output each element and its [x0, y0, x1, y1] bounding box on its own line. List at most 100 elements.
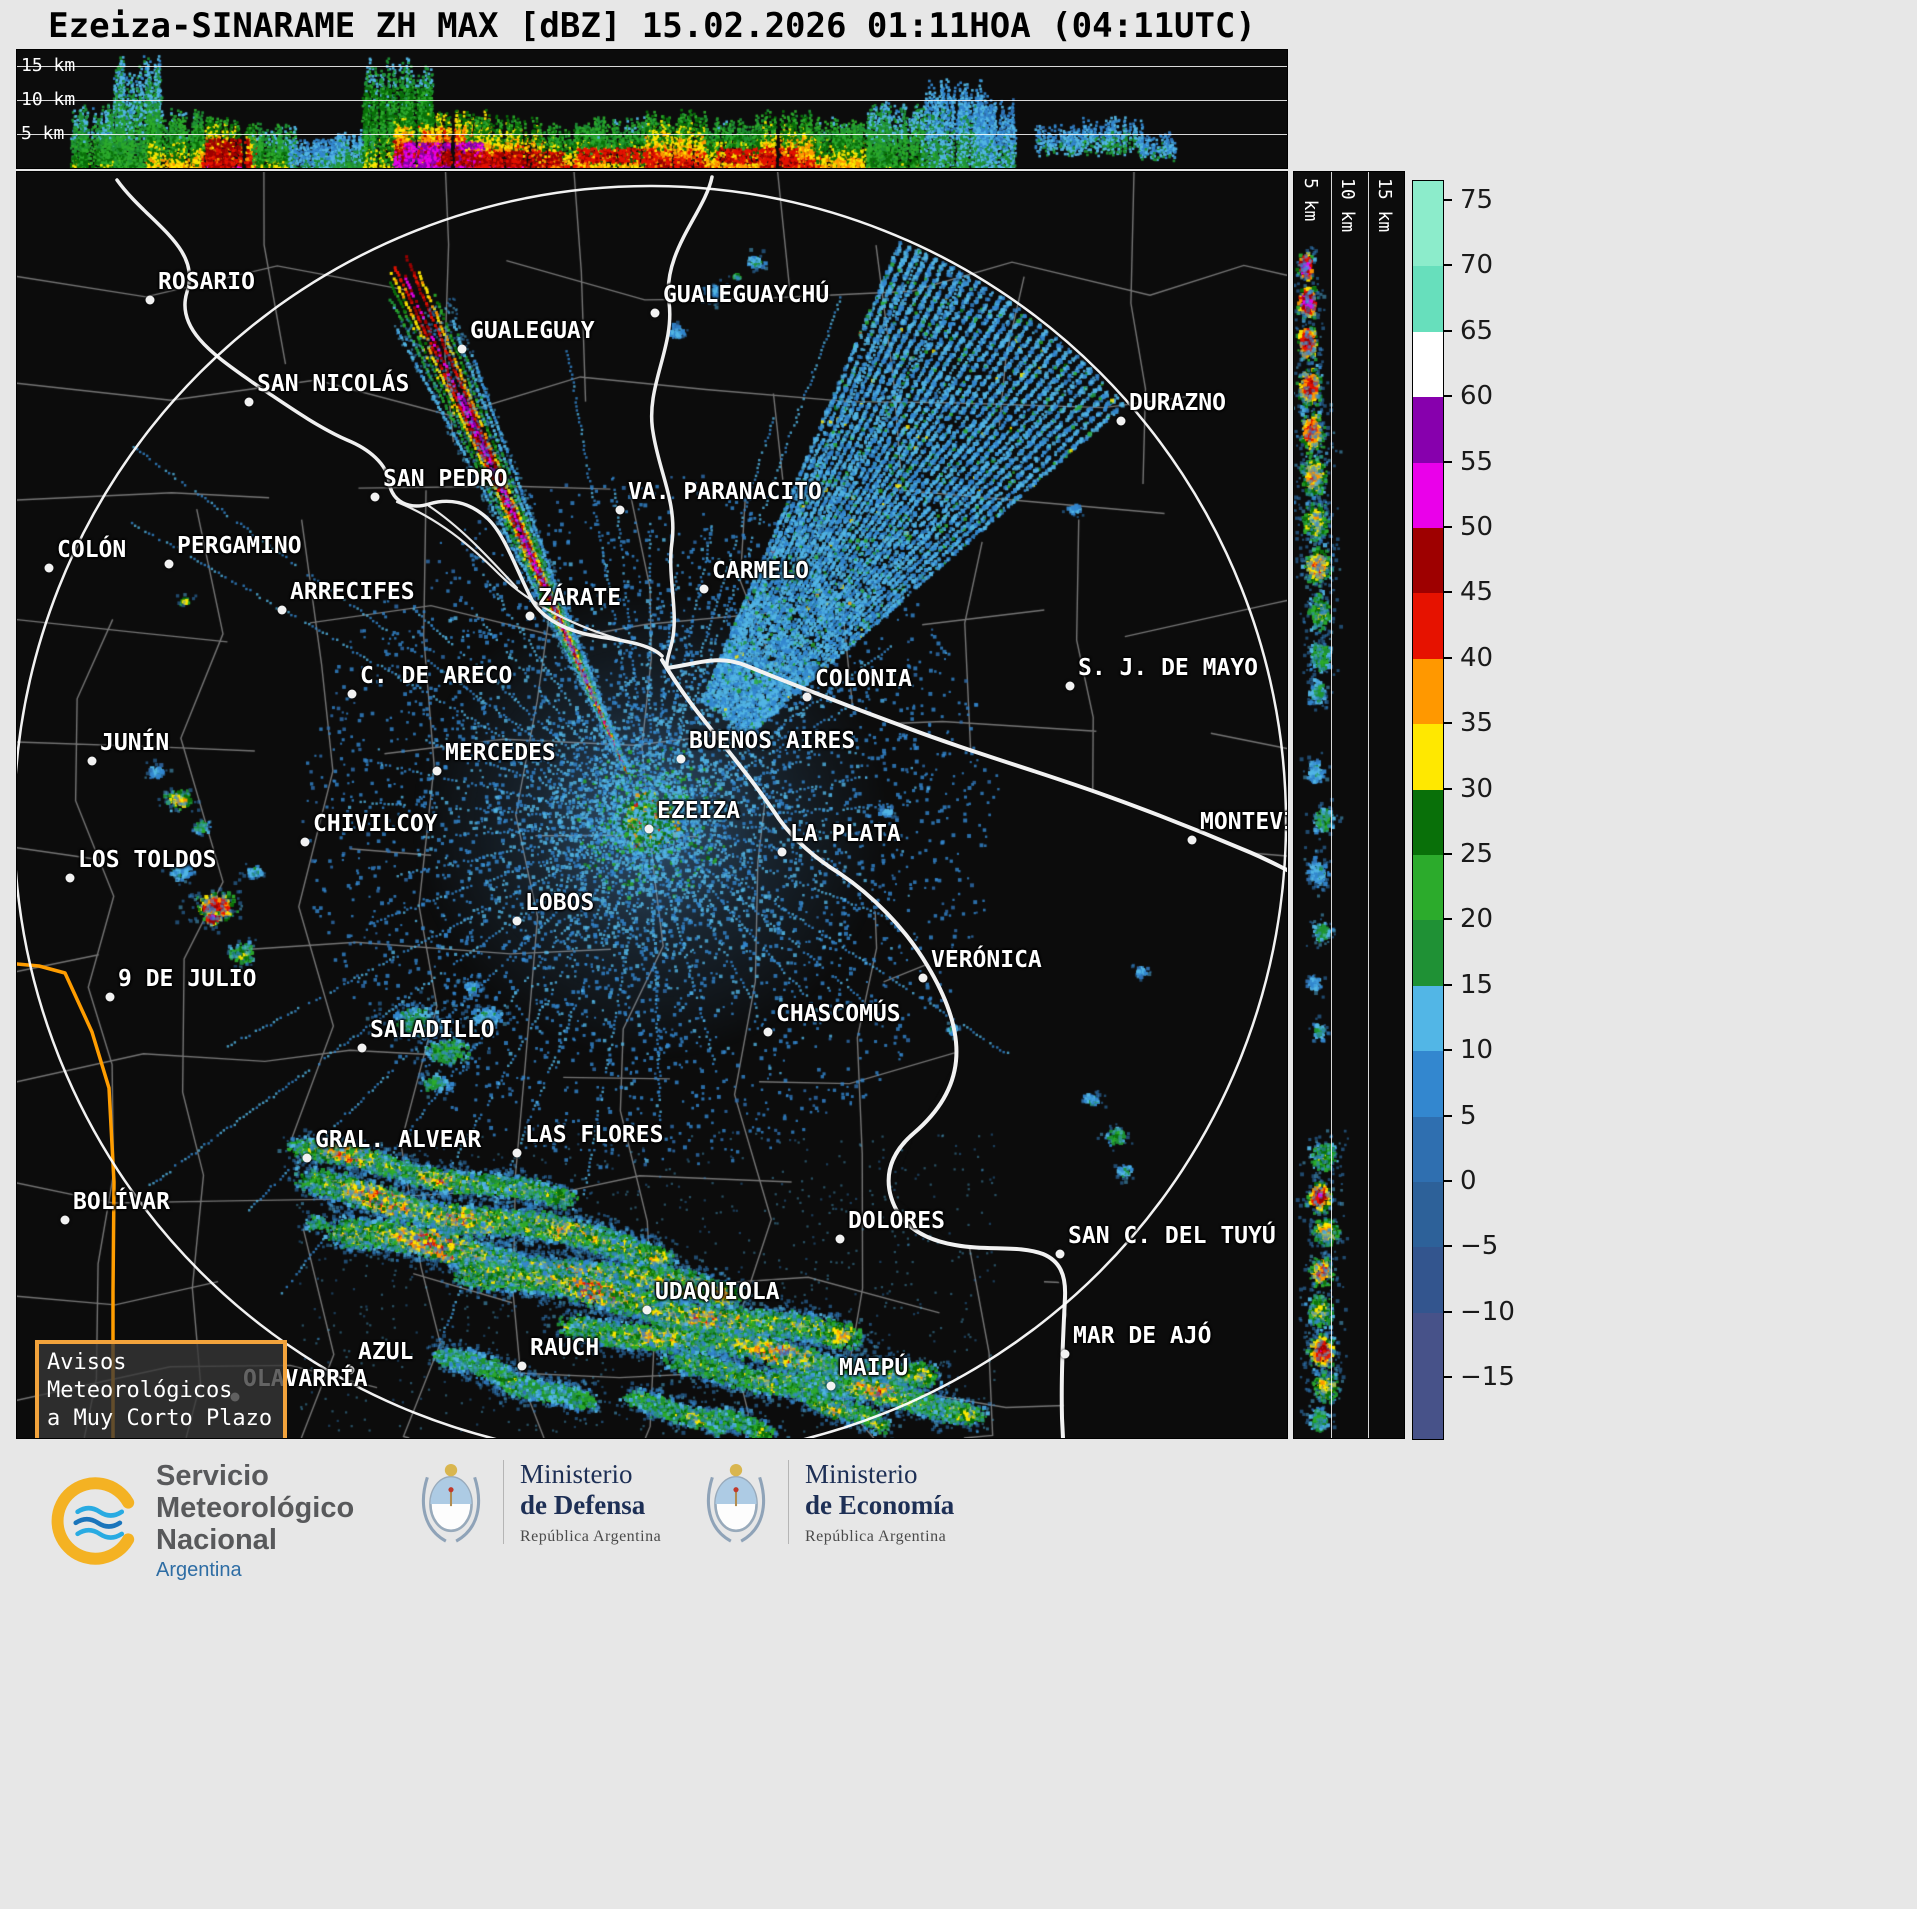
- city-label: UDAQUIOLA: [655, 1279, 780, 1305]
- city-marker: [432, 766, 442, 776]
- vertical-cross-section-top: 15 km 10 km 5 km: [16, 49, 1288, 169]
- colorbar-segment: [1413, 528, 1443, 594]
- smn-logo-icon: [51, 1477, 135, 1565]
- city-marker: [457, 344, 467, 354]
- ministry-name-bold: de Defensa: [520, 1489, 646, 1520]
- city-label: DOLORES: [848, 1208, 945, 1234]
- city-label: EZEIZA: [657, 798, 741, 824]
- colorbar-tick-label: 70: [1460, 250, 1494, 281]
- city-label: RAUCH: [530, 1335, 600, 1361]
- river-channel: [395, 500, 631, 644]
- city-label: SALADILLO: [370, 1017, 495, 1043]
- colorbar-tick: [1444, 329, 1452, 332]
- city-label: MAIPÚ: [839, 1355, 909, 1381]
- colorbar-segment: [1413, 724, 1443, 790]
- city-label-layer: ROSARIO GUALEGUAYCHÚ GUALEGUAY SAN NICOLÁS D…: [17, 172, 1287, 1438]
- range-ring: [17, 184, 1287, 1438]
- city-marker: [370, 492, 380, 502]
- city-label: MAR DE AJÓ: [1073, 1323, 1212, 1349]
- warning-line-1: Avisos Meteorológicos: [47, 1350, 233, 1403]
- city-marker: [763, 1027, 773, 1037]
- colorbar-tick: [1444, 460, 1452, 463]
- colorbar-segment: [1413, 1247, 1443, 1313]
- colorbar-tick: [1444, 1376, 1452, 1379]
- smn-name-line: Servicio: [156, 1460, 269, 1492]
- coat-of-arms-icon: [421, 1463, 481, 1543]
- city-marker: [60, 1215, 70, 1225]
- city-marker: [244, 397, 254, 407]
- city-label: ROSARIO: [158, 269, 255, 295]
- height-label-10km: 10 km: [21, 89, 76, 110]
- colorbar-tick: [1444, 199, 1452, 201]
- city-label: VA. PARANACITO: [628, 479, 822, 505]
- city-marker: [644, 824, 654, 834]
- colorbar-segment: [1413, 593, 1443, 659]
- colorbar-tick-label: 35: [1460, 708, 1494, 739]
- product-title: Ezeiza-SINARAME ZH MAX [dBZ] 15.02.2026 …: [48, 6, 1256, 46]
- city-marker: [699, 584, 709, 594]
- colorbar-tick: [1444, 656, 1452, 659]
- ministry-name: Ministerio: [805, 1458, 918, 1489]
- vertical-cross-section-right: 5 km 10 km 15 km: [1293, 171, 1405, 1439]
- colorbar-tick-label: 20: [1460, 904, 1494, 935]
- city-label: S. J. DE MAYO: [1078, 655, 1259, 681]
- colorbar-tick: [1444, 918, 1452, 921]
- height-label-5km: 5 km: [1300, 178, 1321, 222]
- colorbar-segment: [1413, 201, 1443, 267]
- colorbar-gradient: [1412, 180, 1444, 1440]
- colorbar-segment: [1413, 1182, 1443, 1248]
- city-label: COLÓN: [57, 537, 127, 563]
- colorbar-segment: [1413, 1051, 1443, 1117]
- colorbar-segment: [1413, 855, 1443, 921]
- height-gridline-5km: [1331, 172, 1332, 1438]
- coat-of-arms-icon: [706, 1463, 766, 1543]
- colorbar-tick-label: 75: [1460, 185, 1494, 215]
- coastline: [660, 658, 1068, 1438]
- colorbar-tick: [1444, 1180, 1452, 1182]
- ministry-subtitle: República Argentina: [520, 1527, 662, 1545]
- colorbar-tick: [1444, 983, 1452, 986]
- colorbar-tick-label: −5: [1460, 1231, 1499, 1262]
- height-label-5km: 5 km: [21, 123, 65, 144]
- colorbar-tick-label: −15: [1460, 1362, 1515, 1393]
- city-marker: [1065, 681, 1075, 691]
- river-channel: [427, 504, 519, 590]
- city-label: GUALEGUAYCHÚ: [663, 282, 830, 308]
- colorbar-tick: [1444, 1245, 1452, 1248]
- city-label: MONTEVIDEO: [1200, 809, 1287, 835]
- colorbar-tick-label: 15: [1460, 969, 1494, 1000]
- city-label: COLONIA: [815, 666, 912, 692]
- radar-ppi-map: ROSARIO GUALEGUAYCHÚ GUALEGUAY SAN NICOLÁS D…: [16, 171, 1288, 1439]
- warning-banner[interactable]: Avisos Meteorológicos a Muy Corto Plazo: [35, 1340, 287, 1438]
- colorbar-segment: [1413, 789, 1443, 855]
- colorbar-tick: [1444, 526, 1452, 528]
- city-label: AZUL: [358, 1339, 414, 1365]
- city-label: CHIVILCOY: [313, 811, 438, 837]
- colorbar-tick: [1444, 1310, 1452, 1313]
- city-marker: [525, 611, 535, 621]
- colorbar-tick: [1444, 1049, 1452, 1052]
- city-label: ZÁRATE: [538, 585, 622, 611]
- radar-echo-canvas: [17, 172, 1287, 1438]
- city-label: LAS FLORES: [525, 1122, 664, 1148]
- colorbar-tick: [1444, 853, 1452, 855]
- city-marker: [615, 505, 625, 515]
- city-marker: [826, 1381, 836, 1391]
- city-label: LOBOS: [525, 890, 595, 916]
- city-label: SAN C. DEL TUYÚ: [1068, 1223, 1276, 1249]
- city-label: MERCEDES: [445, 740, 556, 766]
- footer: Servicio Meteorológico Nacional Argentin…: [0, 1452, 1917, 1622]
- height-gridline-5km: [17, 134, 1287, 135]
- city-label: VERÓNICA: [931, 947, 1042, 973]
- city-marker: [835, 1234, 845, 1244]
- city-label: LA PLATA: [790, 821, 901, 847]
- colorbar-tick: [1444, 722, 1452, 725]
- city-label: C. DE ARECO: [360, 663, 513, 689]
- colorbar-segment: [1413, 985, 1443, 1052]
- colorbar-segment: [1413, 1116, 1443, 1182]
- colorbar-tick-label: 25: [1460, 839, 1494, 869]
- colorbar-tick: [1444, 264, 1452, 267]
- height-label-10km: 10 km: [1337, 178, 1358, 233]
- city-marker: [145, 295, 155, 305]
